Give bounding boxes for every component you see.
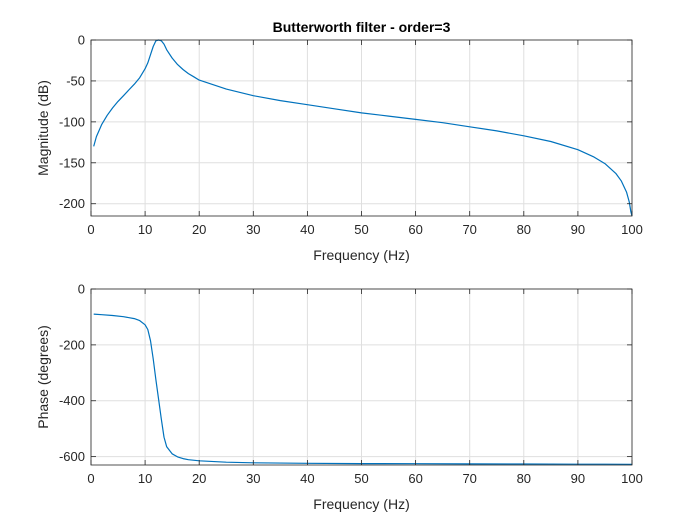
magnitude-x-tick-label: 100 — [621, 222, 643, 237]
phase-y-tick-label: -200 — [59, 337, 85, 352]
phase-x-tick-label: 20 — [192, 471, 206, 486]
chart-title: Butterworth filter - order=3 — [273, 19, 451, 35]
magnitude-x-tick-label: 20 — [192, 222, 206, 237]
phase-y-tick-label: -400 — [59, 393, 85, 408]
magnitude-x-axis-label: Frequency (Hz) — [313, 247, 409, 263]
phase-x-axis-label: Frequency (Hz) — [313, 496, 409, 512]
magnitude-x-tick-label: 50 — [354, 222, 368, 237]
magnitude-y-tick-label: -50 — [66, 73, 85, 88]
magnitude-y-tick-label: -100 — [59, 114, 85, 129]
magnitude-y-tick-label: 0 — [78, 33, 85, 48]
phase-y-tick-label: -600 — [59, 449, 85, 464]
magnitude-x-tick-label: 80 — [517, 222, 531, 237]
magnitude-y-tick-label: -150 — [59, 155, 85, 170]
phase-x-tick-label: 60 — [408, 471, 422, 486]
magnitude-x-tick-label: 60 — [408, 222, 422, 237]
magnitude-y-axis-label: Magnitude (dB) — [35, 80, 51, 176]
phase-y-tick-label: 0 — [78, 282, 85, 297]
magnitude-y-tick-label: -200 — [59, 196, 85, 211]
phase-x-tick-label: 70 — [462, 471, 476, 486]
phase-y-axis-label: Phase (degrees) — [35, 325, 51, 429]
phase-x-tick-label: 90 — [571, 471, 585, 486]
magnitude-series-line — [93, 39, 633, 217]
magnitude-series — [93, 39, 633, 217]
magnitude-x-tick-label: 0 — [87, 222, 94, 237]
magnitude-x-tick-label: 40 — [300, 222, 314, 237]
magnitude-x-tick-label: 30 — [246, 222, 260, 237]
phase-series — [93, 313, 633, 465]
phase-x-tick-label: 0 — [87, 471, 94, 486]
phase-x-tick-label: 40 — [300, 471, 314, 486]
phase-series-line — [93, 313, 633, 465]
phase-x-tick-label: 100 — [621, 471, 643, 486]
phase-x-tick-label: 50 — [354, 471, 368, 486]
magnitude-ticks: 0 10 20 30 40 50 60 70 80 90 100 0 -50 -100 -150 -200 — [59, 33, 643, 238]
magnitude-x-tick-label: 70 — [462, 222, 476, 237]
phase-x-tick-label: 30 — [246, 471, 260, 486]
phase-ticks: 0 10 20 30 40 50 60 70 80 90 100 0 -200 -400 -600 — [59, 282, 643, 487]
phase-x-tick-label: 10 — [138, 471, 152, 486]
magnitude-plot: 0 10 20 30 40 50 60 70 80 90 100 0 -50 -100 -150 -200 B… — [35, 19, 643, 263]
phase-x-tick-label: 80 — [517, 471, 531, 486]
phase-plot: 0 10 20 30 40 50 60 70 80 90 100 0 -200 -400 -600 Freq… — [35, 282, 643, 513]
magnitude-x-tick-label: 90 — [571, 222, 585, 237]
magnitude-x-tick-label: 10 — [138, 222, 152, 237]
